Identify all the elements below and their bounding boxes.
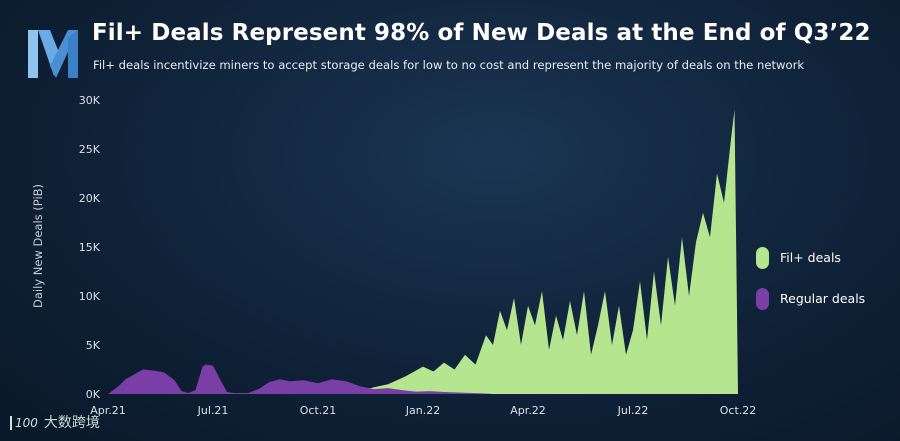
watermark-text: 大数跨境: [43, 415, 100, 431]
y-tick-label: 15K: [79, 241, 101, 254]
logo-right-bar: [68, 30, 78, 78]
y-tick-label: 5K: [86, 339, 101, 352]
watermark: 100 大数跨境: [10, 412, 100, 432]
watermark-logo: 100: [10, 416, 38, 430]
x-axis-ticks: Apr.21 Jul.21 Oct.21 Jan.22 Apr.22 Jul.22 Oct.…: [90, 404, 756, 417]
y-tick-label: 25K: [79, 143, 101, 156]
brand-logo: [28, 30, 78, 78]
chart-subtitle: Fil+ deals incentivize miners to accept …: [93, 58, 805, 72]
x-tick-label: Apr.22: [510, 404, 546, 417]
chart-areas: [108, 109, 738, 395]
y-axis-ticks: 0K 5K 10K 15K 20K 25K 30K: [79, 94, 101, 401]
legend-label-regular: Regular deals: [780, 291, 866, 306]
legend-swatch-regular: [756, 288, 769, 310]
series-area-fil-plus: [108, 109, 738, 395]
series-area-regular: [108, 364, 493, 394]
legend-swatch-fil-plus: [756, 247, 769, 269]
y-tick-label: 10K: [79, 290, 101, 303]
x-tick-label: Oct.21: [300, 404, 337, 417]
x-tick-label: Oct.22: [720, 404, 757, 417]
logo-left-bar: [28, 30, 38, 78]
y-tick-label: 0K: [86, 388, 101, 401]
x-tick-label: Apr.21: [90, 404, 126, 417]
chart-title: Fil+ Deals Represent 98% of New Deals at…: [92, 20, 871, 46]
legend-label-fil-plus: Fil+ deals: [780, 250, 841, 265]
y-tick-label: 30K: [79, 94, 101, 107]
x-tick-label: Jul.21: [197, 404, 229, 417]
y-tick-label: 20K: [79, 192, 101, 205]
x-tick-label: Jul.22: [617, 404, 649, 417]
x-tick-label: Jan.22: [405, 404, 440, 417]
